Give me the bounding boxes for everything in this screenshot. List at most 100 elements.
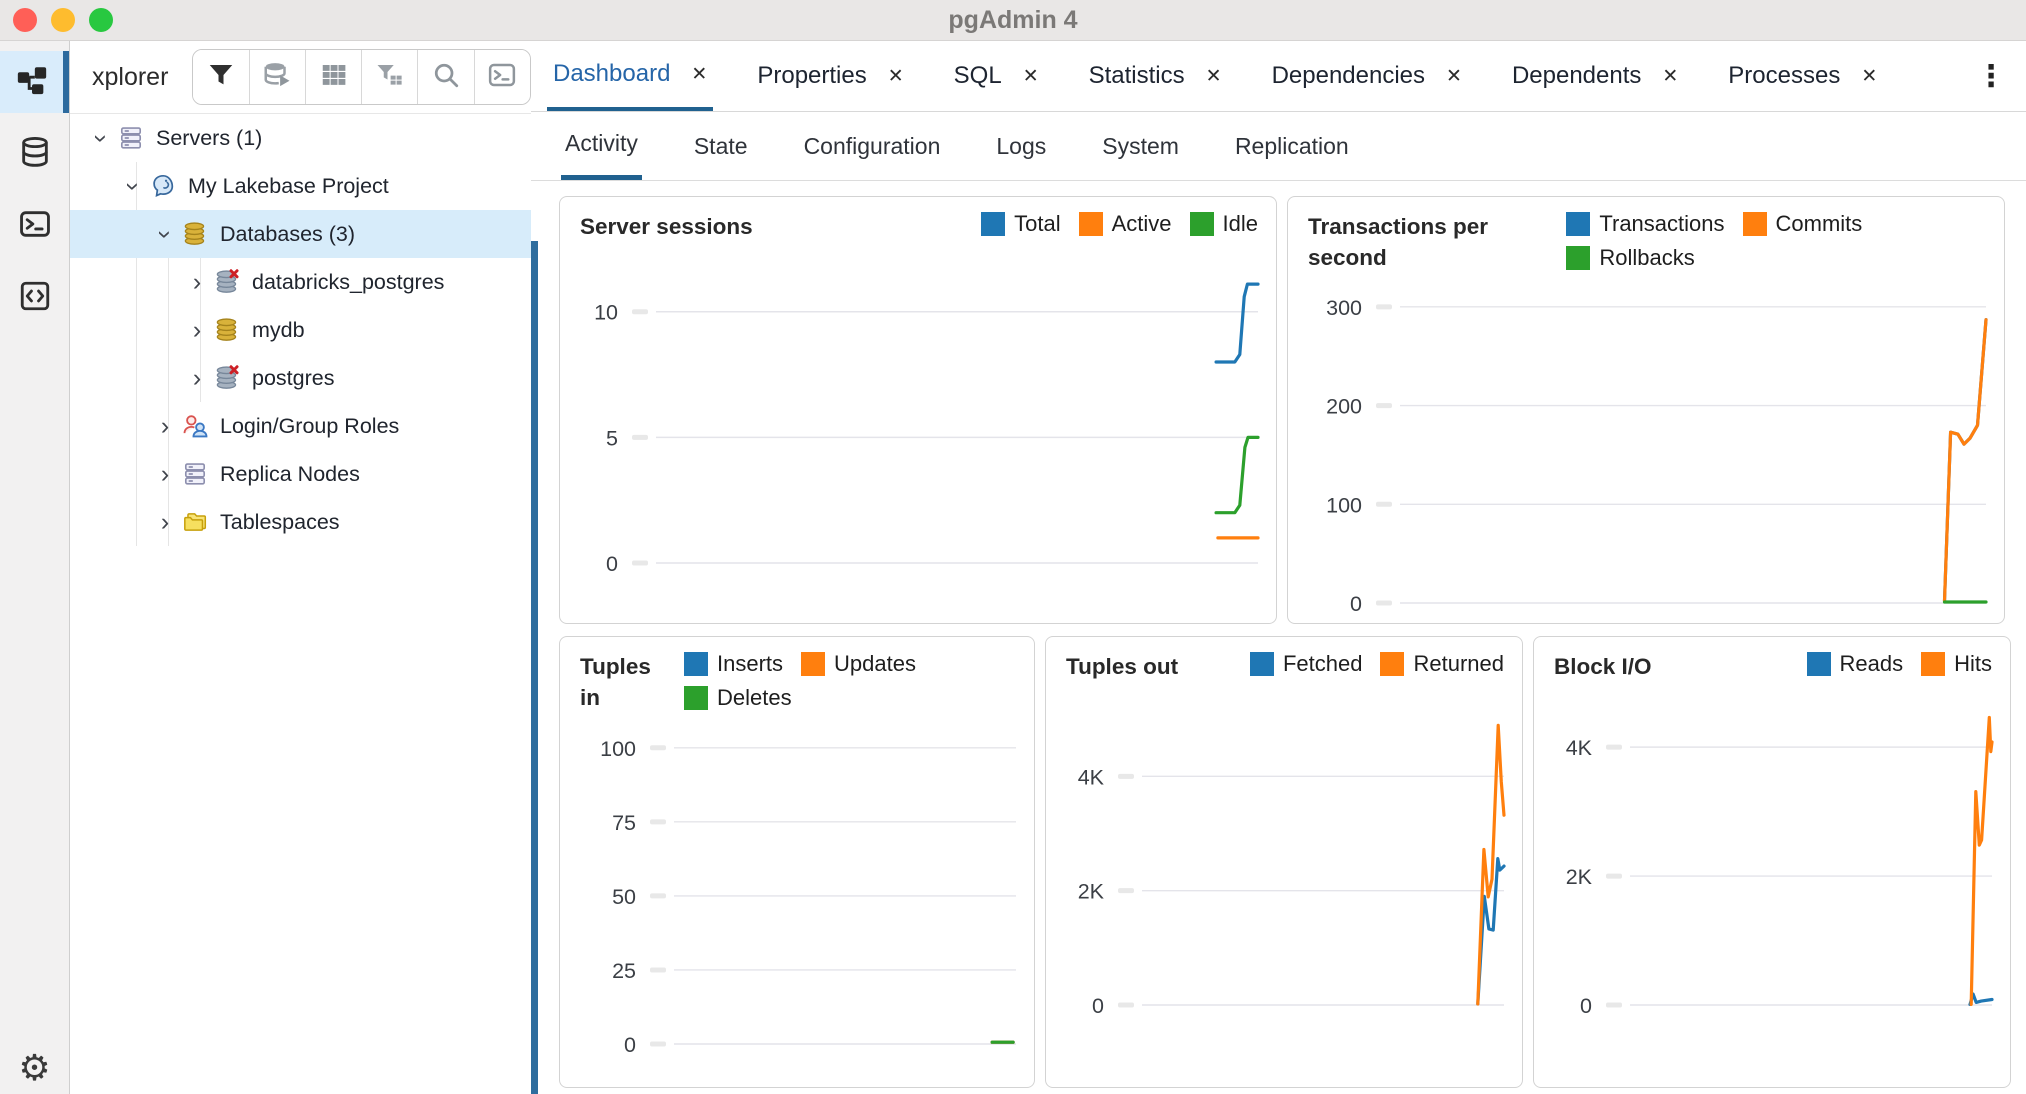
legend-swatch-icon [1566, 212, 1591, 236]
tab-properties[interactable]: Properties ✕ [751, 41, 909, 111]
chevron-right-icon[interactable]: › [160, 459, 170, 488]
panel-splitter[interactable] [531, 241, 538, 1094]
zoom-window-button[interactable] [89, 8, 113, 32]
tree-item-mydb[interactable]: › mydb [70, 306, 531, 354]
filter-table-button[interactable] [361, 50, 418, 104]
svg-text:10: 10 [594, 301, 618, 325]
tab-processes[interactable]: Processes ✕ [1722, 41, 1883, 111]
tree-item-postgres[interactable]: › postgres [70, 354, 531, 402]
legend-label: Active [1111, 211, 1172, 236]
search-button[interactable] [417, 50, 474, 104]
tab-dependencies[interactable]: Dependencies ✕ [1266, 41, 1468, 111]
rail-item-database[interactable] [0, 123, 69, 185]
legend-swatch-icon [1566, 246, 1591, 270]
subtab-replication[interactable]: Replication [1234, 132, 1349, 159]
charts-row-2: Tuples in Inserts Updates Deletes 0 25 50 75 100… [559, 636, 2018, 1088]
legend-item-hits: Hits [1921, 651, 1992, 677]
database-gold-icon [213, 317, 243, 344]
close-tab-icon[interactable]: ✕ [1022, 65, 1039, 87]
tree-indent-guide [168, 210, 169, 546]
svg-text:5: 5 [606, 426, 618, 450]
legend-item-deletes: Deletes [684, 685, 792, 711]
chevron-down-icon[interactable]: › [87, 133, 116, 143]
chart-plot-area: 0 5 10 [560, 246, 1276, 623]
tree-item-login-group-roles[interactable]: › Login/Group Roles [70, 402, 531, 450]
tab-overflow-menu-icon[interactable]: ⋮ [1976, 59, 2006, 93]
folder-icon [181, 509, 211, 536]
subtab-system[interactable]: System [1102, 132, 1179, 159]
charts-row-1: Server sessions Total Active Idle 0 5 10 Transa… [559, 196, 2018, 624]
chart-card-sessions: Server sessions Total Active Idle 0 5 10 [559, 196, 1277, 624]
chart-header: Block I/O Reads Hits [1534, 637, 2010, 686]
svg-text:0: 0 [624, 1033, 636, 1057]
legend-item-transactions: Transactions [1566, 211, 1725, 237]
legend-swatch-icon [684, 686, 708, 710]
close-tab-icon[interactable]: ✕ [887, 65, 904, 87]
rail-item-panel-layout[interactable] [0, 267, 69, 329]
legend-item-commits: Commits [1742, 211, 1862, 237]
chart-card-blockio: Block I/O Reads Hits 0 2K 4K [1533, 636, 2011, 1088]
chevron-right-icon[interactable]: › [160, 411, 170, 440]
chevron-right-icon[interactable]: › [192, 267, 202, 296]
legend-label: Reads [1839, 651, 1904, 676]
database-play-icon [262, 60, 292, 95]
tab-label: Dependencies [1271, 62, 1426, 89]
tab-dependents[interactable]: Dependents ✕ [1506, 41, 1684, 111]
subtab-state[interactable]: State [693, 132, 748, 159]
tree-item-my-lakebase-project[interactable]: › My Lakebase Project [70, 162, 531, 210]
database-icon [18, 135, 52, 174]
minimize-window-button[interactable] [51, 8, 75, 32]
subtab-activity[interactable]: Activity [561, 112, 642, 180]
tree-item-databricks-postgres[interactable]: › databricks_postgres [70, 258, 531, 306]
settings-gear-icon[interactable]: ⚙ [18, 1047, 51, 1088]
chart-title: Tuples in [580, 654, 651, 711]
chevron-right-icon[interactable]: › [160, 507, 170, 536]
legend-item-rollbacks: Rollbacks [1566, 245, 1695, 271]
table-button[interactable] [304, 50, 362, 104]
tree-item-tablespaces[interactable]: › Tablespaces [70, 498, 531, 546]
legend-swatch-icon [1806, 652, 1831, 676]
postgres-elephant-icon [149, 173, 179, 200]
close-tab-icon[interactable]: ✕ [691, 63, 708, 85]
chevron-right-icon[interactable]: › [192, 315, 202, 344]
svg-text:25: 25 [612, 959, 636, 983]
tree-item-servers-1[interactable]: › Servers (1) [70, 114, 531, 162]
chevron-down-icon[interactable]: › [119, 181, 148, 191]
tab-label: Statistics [1088, 62, 1185, 89]
chevron-down-icon[interactable]: › [151, 229, 180, 239]
close-tab-icon[interactable]: ✕ [1861, 65, 1878, 87]
legend-label: Hits [1954, 651, 1992, 676]
tree-item-databases-3[interactable]: › Databases (3) [70, 210, 531, 258]
legend-label: Updates [834, 651, 916, 676]
rail-item-terminal[interactable] [0, 195, 69, 257]
panel-layout-icon [18, 279, 52, 318]
close-tab-icon[interactable]: ✕ [1446, 65, 1462, 87]
chart-title: Server sessions [580, 214, 753, 239]
rail-item-object-explorer[interactable] [0, 51, 69, 113]
tree-item-label: Servers (1) [156, 125, 263, 150]
tab-dashboard[interactable]: Dashboard ✕ [547, 41, 714, 111]
close-window-button[interactable] [13, 8, 37, 32]
subtab-configuration[interactable]: Configuration [803, 132, 941, 159]
chart-card-tuples-out: Tuples out Fetched Returned 0 2K 4K [1045, 636, 1523, 1088]
close-tab-icon[interactable]: ✕ [1205, 65, 1222, 87]
subtab-logs[interactable]: Logs [996, 132, 1047, 159]
window-title: pgAdmin 4 [948, 5, 1078, 34]
filter-button[interactable] [193, 50, 249, 104]
svg-text:2K: 2K [1566, 865, 1593, 889]
chart-legend: Transactions Commits Rollbacks [1566, 211, 1986, 271]
close-tab-icon[interactable]: ✕ [1662, 65, 1679, 87]
activity-rail: ⚙ [0, 41, 70, 1094]
tree-item-replica-nodes[interactable]: › Replica Nodes [70, 450, 531, 498]
chart-legend: Inserts Updates Deletes [684, 651, 956, 711]
database-play-button[interactable] [248, 50, 305, 104]
filter-table-icon [375, 60, 405, 95]
tab-sql[interactable]: SQL ✕ [948, 41, 1045, 111]
tab-statistics[interactable]: Statistics ✕ [1083, 41, 1228, 111]
chart-plot-area: 0 100 200 300 [1288, 277, 2004, 623]
chevron-right-icon[interactable]: › [192, 363, 202, 392]
chart-legend: Fetched Returned [1249, 651, 1504, 677]
macos-titlebar: pgAdmin 4 [0, 0, 2026, 41]
roles-icon [181, 413, 211, 440]
terminal-button[interactable] [473, 50, 531, 104]
